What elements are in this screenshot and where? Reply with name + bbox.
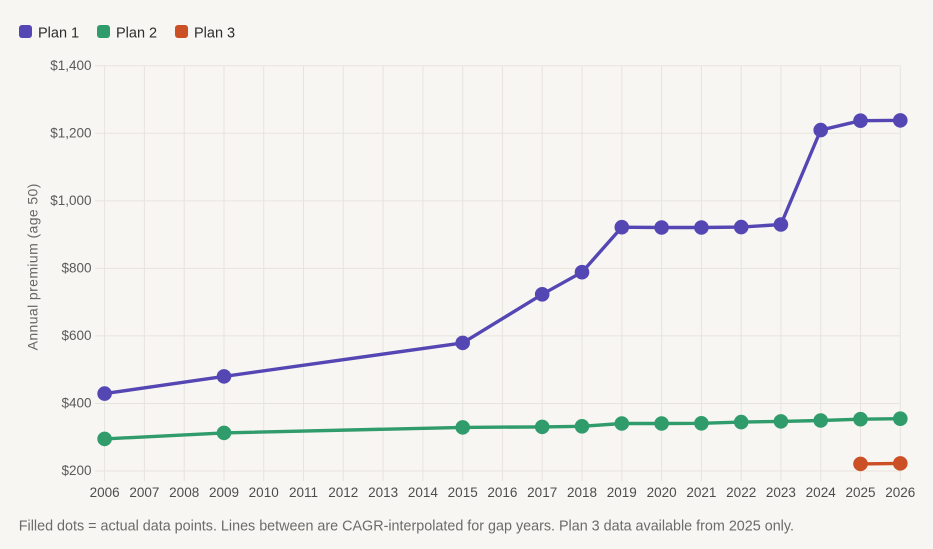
svg-text:2008: 2008 (169, 485, 199, 500)
svg-text:$400: $400 (61, 396, 91, 411)
svg-text:2006: 2006 (90, 485, 120, 500)
svg-text:2026: 2026 (885, 485, 915, 500)
svg-text:2015: 2015 (448, 485, 478, 500)
svg-text:$1,000: $1,000 (50, 193, 91, 208)
svg-text:2010: 2010 (249, 485, 279, 500)
svg-text:$200: $200 (61, 463, 91, 478)
svg-text:2009: 2009 (209, 485, 239, 500)
svg-text:2021: 2021 (686, 485, 716, 500)
svg-text:2025: 2025 (845, 485, 875, 500)
svg-text:2007: 2007 (129, 485, 159, 500)
svg-text:2014: 2014 (408, 485, 439, 500)
svg-text:$800: $800 (61, 261, 91, 276)
svg-text:2016: 2016 (487, 485, 517, 500)
svg-text:Plan 3: Plan 3 (194, 26, 235, 42)
svg-text:2017: 2017 (527, 485, 557, 500)
svg-text:Filled dots = actual data poin: Filled dots = actual data points. Lines … (19, 519, 794, 535)
svg-text:2013: 2013 (368, 485, 398, 500)
svg-text:2019: 2019 (607, 485, 637, 500)
svg-text:2022: 2022 (726, 485, 756, 500)
svg-text:$600: $600 (61, 328, 91, 343)
svg-text:2011: 2011 (289, 485, 318, 500)
svg-text:2024: 2024 (806, 485, 837, 500)
svg-text:Plan 2: Plan 2 (116, 26, 157, 42)
svg-text:Plan 1: Plan 1 (38, 26, 79, 42)
svg-text:2023: 2023 (766, 485, 796, 500)
svg-text:2012: 2012 (328, 485, 358, 500)
svg-text:2018: 2018 (567, 485, 597, 500)
svg-text:$1,200: $1,200 (50, 126, 91, 141)
svg-text:$1,400: $1,400 (50, 58, 91, 73)
svg-text:2020: 2020 (647, 485, 677, 500)
svg-text:Annual premium (age 50): Annual premium (age 50) (25, 183, 41, 350)
